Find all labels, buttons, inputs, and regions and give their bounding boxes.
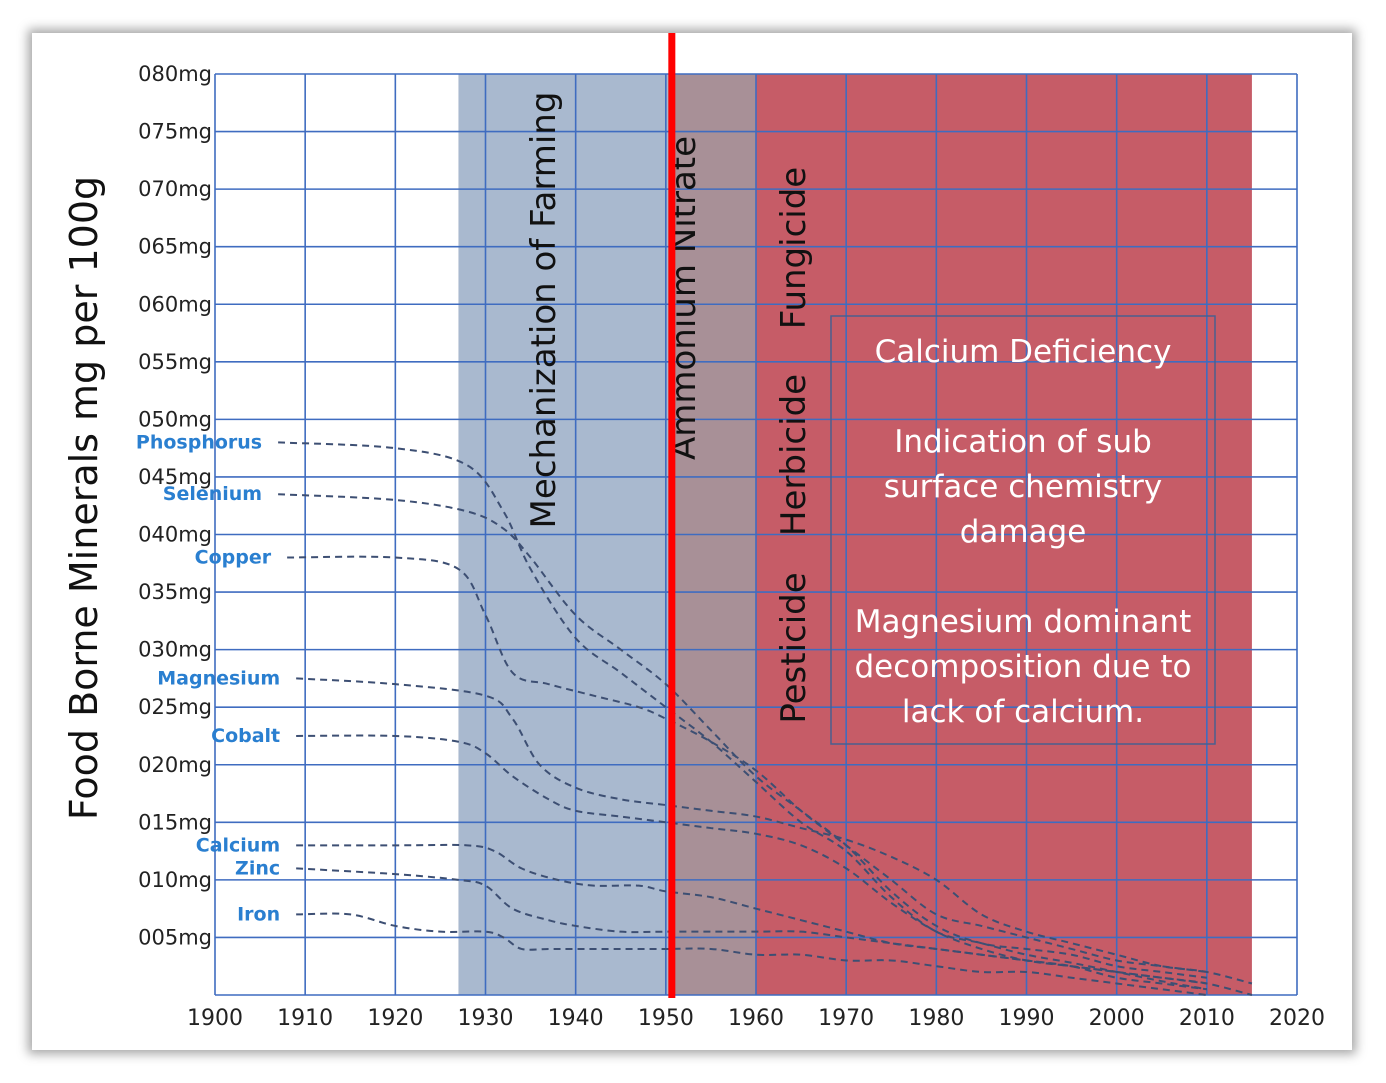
series-line-zinc <box>296 867 1207 991</box>
annotation-line-2: Indication of sub <box>894 424 1152 460</box>
x-tick-label: 1980 <box>908 1006 964 1031</box>
y-tick-label: 065mg <box>138 235 212 259</box>
annotation-box: Calcium Deficiency Indication of sub sur… <box>830 315 1216 745</box>
x-tick-label: 2000 <box>1089 1006 1145 1031</box>
series-line-phosphorus <box>278 441 1208 991</box>
x-tick-label: 1990 <box>999 1006 1055 1031</box>
annotation-box-frame <box>830 315 1216 745</box>
x-tick-label: 1940 <box>548 1006 604 1031</box>
y-tick-label: 015mg <box>138 810 212 834</box>
y-axis-label: Food Borne Minerals mg per 100g <box>62 176 106 820</box>
series-label-selenium: Selenium <box>163 483 262 505</box>
series-line-copper <box>287 555 1207 973</box>
series-label-iron: Iron <box>237 903 280 925</box>
x-tick-label: 1930 <box>458 1006 514 1031</box>
series-label-cobalt: Cobalt <box>211 725 280 747</box>
annotation-line-5: Magnesium dominant <box>855 604 1192 640</box>
annotation-line-3: surface chemistry <box>884 469 1162 505</box>
x-tick-label: 2020 <box>1269 1006 1325 1031</box>
y-tick-label: 055mg <box>138 350 212 374</box>
series-line-iron <box>296 912 1207 996</box>
y-tick-label: 045mg <box>138 465 212 489</box>
series-label-magnesium: Magnesium <box>157 667 280 689</box>
annotation-line-6: decomposition due to <box>855 649 1192 685</box>
y-tick-label: 030mg <box>138 638 212 662</box>
era-label-herbicide: Herbicide <box>774 374 814 536</box>
x-tick-labels: 1900 1910 1920 1930 1940 1950 1960 1970 1980 1990… <box>187 1006 1325 1031</box>
y-tick-label: 025mg <box>138 695 212 719</box>
series-line-selenium <box>278 493 1207 979</box>
era-labels: Mechanization of Farming Ammonium Nitrate… <box>524 92 814 724</box>
y-tick-label: 050mg <box>138 407 212 431</box>
series-lines <box>278 441 1253 996</box>
y-tick-labels: 005mg 010mg 015mg 020mg 025mg 030mg 035mg 040mg… <box>138 62 212 949</box>
grid-lines <box>214 73 1298 996</box>
series-label-calcium: Calcium <box>196 834 280 856</box>
annotation-line-4: damage <box>960 514 1087 550</box>
y-tick-label: 020mg <box>138 753 212 777</box>
y-tick-label: 080mg <box>138 62 212 86</box>
y-tick-label: 005mg <box>138 925 212 949</box>
x-tick-label: 1900 <box>187 1006 243 1031</box>
y-tick-label: 040mg <box>138 523 212 547</box>
era-label-fungicide: Fungicide <box>774 167 814 329</box>
series-label-phosphorus: Phosphorus <box>136 431 262 453</box>
series-labels: Phosphorus Selenium Copper Magnesium Cobalt C… <box>136 431 280 925</box>
x-tick-label: 1970 <box>818 1006 874 1031</box>
x-tick-label: 2010 <box>1179 1006 1235 1031</box>
y-tick-label: 035mg <box>138 580 212 604</box>
x-tick-label: 1910 <box>277 1006 333 1031</box>
series-label-zinc: Zinc <box>235 857 280 879</box>
era-label-mechanization-of-farming: Mechanization of Farming <box>524 92 564 529</box>
era-label-pesticide: Pesticide <box>774 572 814 723</box>
x-tick-label: 1960 <box>728 1006 784 1031</box>
x-tick-label: 1920 <box>367 1006 423 1031</box>
x-tick-label: 1950 <box>638 1006 694 1031</box>
y-tick-label: 010mg <box>138 868 212 892</box>
annotation-line-1: Calcium Deficiency <box>875 334 1172 370</box>
y-tick-label: 075mg <box>138 120 212 144</box>
annotation-line-7: lack of calcium. <box>902 694 1144 730</box>
y-tick-label: 070mg <box>138 177 212 201</box>
y-tick-label: 060mg <box>138 292 212 316</box>
series-line-magnesium <box>296 677 1253 985</box>
series-label-copper: Copper <box>195 547 272 569</box>
